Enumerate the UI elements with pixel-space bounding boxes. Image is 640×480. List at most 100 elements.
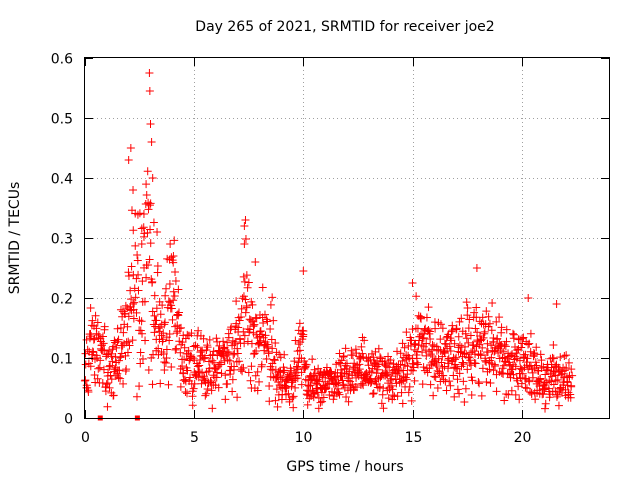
data-point [519, 333, 528, 342]
data-point [96, 356, 105, 365]
data-point [314, 404, 323, 413]
data-point [259, 318, 268, 327]
data-point [547, 363, 556, 372]
data-point [146, 199, 155, 208]
data-point [158, 301, 167, 310]
data-point [241, 308, 250, 317]
data-point [193, 362, 202, 371]
data-point [485, 319, 494, 328]
data-point [238, 367, 247, 376]
data-point [116, 353, 125, 362]
data-point [170, 292, 179, 301]
data-point [289, 392, 298, 401]
data-point [531, 358, 540, 367]
data-point [403, 362, 412, 371]
data-point [112, 343, 121, 352]
data-point [536, 350, 545, 359]
data-point [244, 368, 253, 377]
data-point [194, 326, 203, 335]
data-point [463, 311, 472, 320]
data-point [294, 340, 303, 349]
data-point [171, 277, 180, 286]
data-point [97, 341, 106, 350]
data-point [86, 304, 95, 313]
data-point [311, 369, 320, 378]
y-tick-label: 0.2 [51, 292, 73, 308]
data-point [270, 356, 279, 365]
data-point [230, 362, 239, 371]
data-point [313, 375, 322, 384]
data-point [129, 314, 138, 323]
y-tick-label: 0.6 [51, 52, 73, 68]
data-point [417, 341, 426, 350]
data-point [141, 336, 150, 345]
data-point [203, 343, 212, 352]
data-point [208, 350, 217, 359]
data-point [126, 286, 135, 295]
data-point [184, 346, 193, 355]
data-point [168, 315, 177, 324]
data-point [408, 366, 417, 375]
data-point [221, 371, 230, 380]
data-point [436, 320, 445, 329]
data-point [83, 345, 92, 354]
data-point [82, 335, 91, 344]
data-point [518, 339, 527, 348]
data-point [483, 339, 492, 348]
data-point [441, 340, 450, 349]
data-point [303, 391, 312, 400]
data-point [446, 381, 455, 390]
plot-frame [84, 57, 610, 419]
data-point [188, 401, 197, 410]
data-point [323, 380, 332, 389]
data-point [176, 348, 185, 357]
data-point [322, 363, 331, 372]
data-point [137, 317, 146, 326]
data-point [265, 397, 274, 406]
data-point [478, 313, 487, 322]
data-point [126, 144, 135, 152]
data-point [100, 322, 109, 331]
data-point [195, 361, 204, 370]
data-point [553, 375, 562, 384]
data-point [308, 374, 317, 383]
data-point [175, 337, 184, 346]
data-point [109, 391, 118, 400]
data-point [470, 308, 479, 317]
data-point [541, 399, 550, 408]
data-point [295, 346, 304, 355]
data-point [511, 390, 520, 399]
data-point [398, 399, 407, 408]
data-point [289, 403, 298, 412]
data-point [88, 347, 97, 356]
data-point [199, 354, 208, 363]
data-point [566, 393, 575, 402]
data-point [462, 298, 471, 307]
data-point [248, 300, 257, 309]
data-point [271, 396, 280, 405]
data-point [306, 381, 315, 390]
data-point [94, 364, 103, 373]
data-point [99, 339, 108, 348]
data-point [291, 336, 300, 345]
data-point [132, 308, 141, 317]
data-point [161, 284, 170, 293]
data-point [386, 376, 395, 385]
data-point [467, 373, 476, 382]
data-point [268, 293, 277, 302]
data-point [160, 357, 169, 366]
data-point [376, 373, 385, 382]
data-point [256, 327, 265, 336]
data-point [148, 174, 157, 182]
data-point [562, 351, 571, 360]
data-point [100, 346, 109, 355]
data-point [554, 401, 563, 410]
data-point [268, 344, 277, 353]
data-point [190, 379, 199, 388]
data-point [495, 313, 504, 322]
data-point [246, 316, 255, 325]
data-point [369, 389, 378, 398]
data-point [402, 328, 411, 337]
data-point [501, 342, 510, 351]
data-point [269, 316, 278, 325]
